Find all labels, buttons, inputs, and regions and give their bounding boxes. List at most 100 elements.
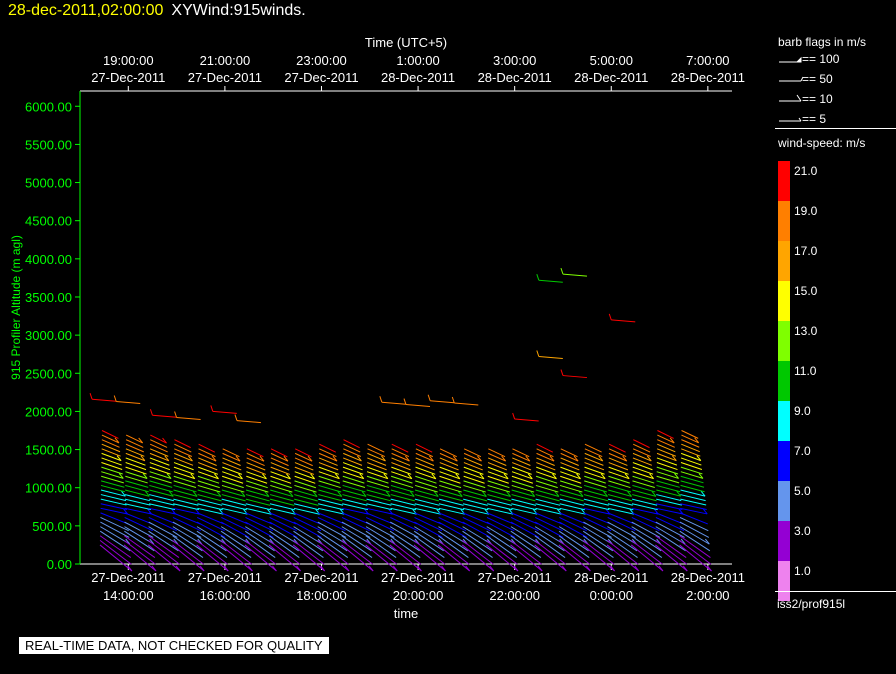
wind-barb [390, 521, 419, 538]
wind-barb-flag [698, 473, 704, 479]
wind-barb [536, 457, 555, 466]
wind-barb [148, 512, 177, 525]
wind-barb [559, 484, 583, 493]
wind-barb [367, 448, 386, 457]
wind-barb [679, 535, 711, 558]
wind-barb [680, 484, 705, 493]
wind-barb-flag [192, 491, 198, 497]
wind-barb-flag [537, 565, 543, 572]
wind-barb [438, 494, 464, 502]
speed-label: 19.0 [794, 204, 818, 218]
wind-barb [149, 471, 172, 480]
top-tick-date-label: 28-Dec-2011 [574, 70, 648, 85]
wind-barb [270, 462, 290, 471]
wind-barb [657, 439, 675, 448]
wind-barb [511, 484, 535, 493]
wind-barb [149, 498, 175, 506]
wind-barb [221, 507, 248, 515]
wind-barb [100, 494, 127, 502]
wind-barb-flag [513, 565, 519, 572]
wind-barb [487, 489, 511, 497]
wind-barb [607, 521, 636, 538]
wind-barb [196, 530, 227, 552]
wind-barb [559, 480, 582, 489]
wind-barb [559, 517, 587, 532]
isolated-wind-barb-flag [427, 394, 431, 401]
wind-barb [534, 530, 565, 552]
wind-barb-flag [188, 455, 193, 462]
wind-barb [269, 517, 297, 532]
wind-barb [584, 452, 603, 462]
wind-barb [342, 480, 366, 488]
wind-barb [124, 503, 152, 511]
isolated-wind-barb [538, 355, 563, 359]
wind-barb [172, 539, 204, 565]
wind-barb [318, 498, 344, 506]
wind-barb [149, 475, 172, 484]
wind-barb [512, 457, 531, 466]
wind-barb [366, 507, 393, 515]
wind-barb [246, 471, 267, 480]
wind-barb [584, 462, 605, 471]
wind-barb [607, 530, 638, 552]
wind-barb [390, 480, 414, 489]
wind-barb-flag [707, 565, 712, 572]
wind-barb [342, 471, 364, 480]
wind-barb [655, 544, 688, 572]
quality-disclaimer: REAL-TIME DATA, NOT CHECKED FOR QUALITY [19, 637, 329, 654]
wind-barb-flag [624, 473, 630, 480]
wind-barb [463, 466, 484, 475]
wind-barb [174, 448, 193, 457]
wind-barb [582, 530, 614, 552]
wind-barb [679, 517, 709, 532]
wind-barb [125, 466, 147, 475]
wind-barb [268, 539, 301, 565]
wind-barb [245, 517, 273, 532]
wind-barb [125, 475, 148, 484]
wind-barb [656, 457, 678, 466]
wind-barb [342, 494, 367, 502]
wind-barb [438, 530, 469, 552]
wind-barb [294, 466, 315, 475]
wind-barb [463, 484, 486, 493]
wind-barb [292, 544, 326, 572]
wind-barb [173, 507, 200, 515]
wind-barb [100, 498, 127, 506]
wind-barb-flag [702, 508, 708, 515]
wind-barb [101, 457, 122, 466]
wind-barb [318, 484, 342, 493]
wind-barb-flag [452, 455, 458, 462]
wind-barb [415, 466, 436, 475]
x-tick-time-label: 2:00:00 [686, 588, 729, 603]
speed-label: 5.0 [794, 484, 811, 498]
wind-barb-flag [600, 473, 606, 479]
wind-barb [607, 526, 637, 545]
x-tick-time-label: 20:00:00 [393, 588, 444, 603]
wind-barb [391, 466, 412, 475]
wind-barb-flag [283, 455, 289, 462]
wind-barb [487, 503, 513, 511]
wind-barb [511, 494, 536, 502]
wind-barb [365, 544, 398, 572]
top-tick-date-label: 27-Dec-2011 [284, 70, 358, 85]
wind-barb-flag [332, 455, 338, 462]
wind-barb [510, 544, 543, 572]
wind-barb [366, 494, 391, 502]
wind-barb-flag [465, 565, 471, 572]
wind-barb-flag [676, 490, 682, 497]
wind-barb [390, 512, 418, 525]
wind-barb [221, 517, 249, 532]
wind-barb-flag [671, 455, 677, 461]
wind-barb [341, 517, 370, 532]
wind-barb-flag [247, 565, 253, 572]
wind-barb-flag [199, 565, 205, 572]
wind-barb [389, 535, 421, 558]
wind-barb [462, 526, 492, 545]
wind-barb [125, 452, 146, 462]
wind-barb [268, 535, 300, 558]
wind-barb-flag [151, 565, 157, 572]
wind-barb [536, 462, 556, 471]
wind-barb-flag [259, 455, 265, 462]
wind-barb [221, 489, 246, 497]
wind-barb [244, 530, 275, 552]
